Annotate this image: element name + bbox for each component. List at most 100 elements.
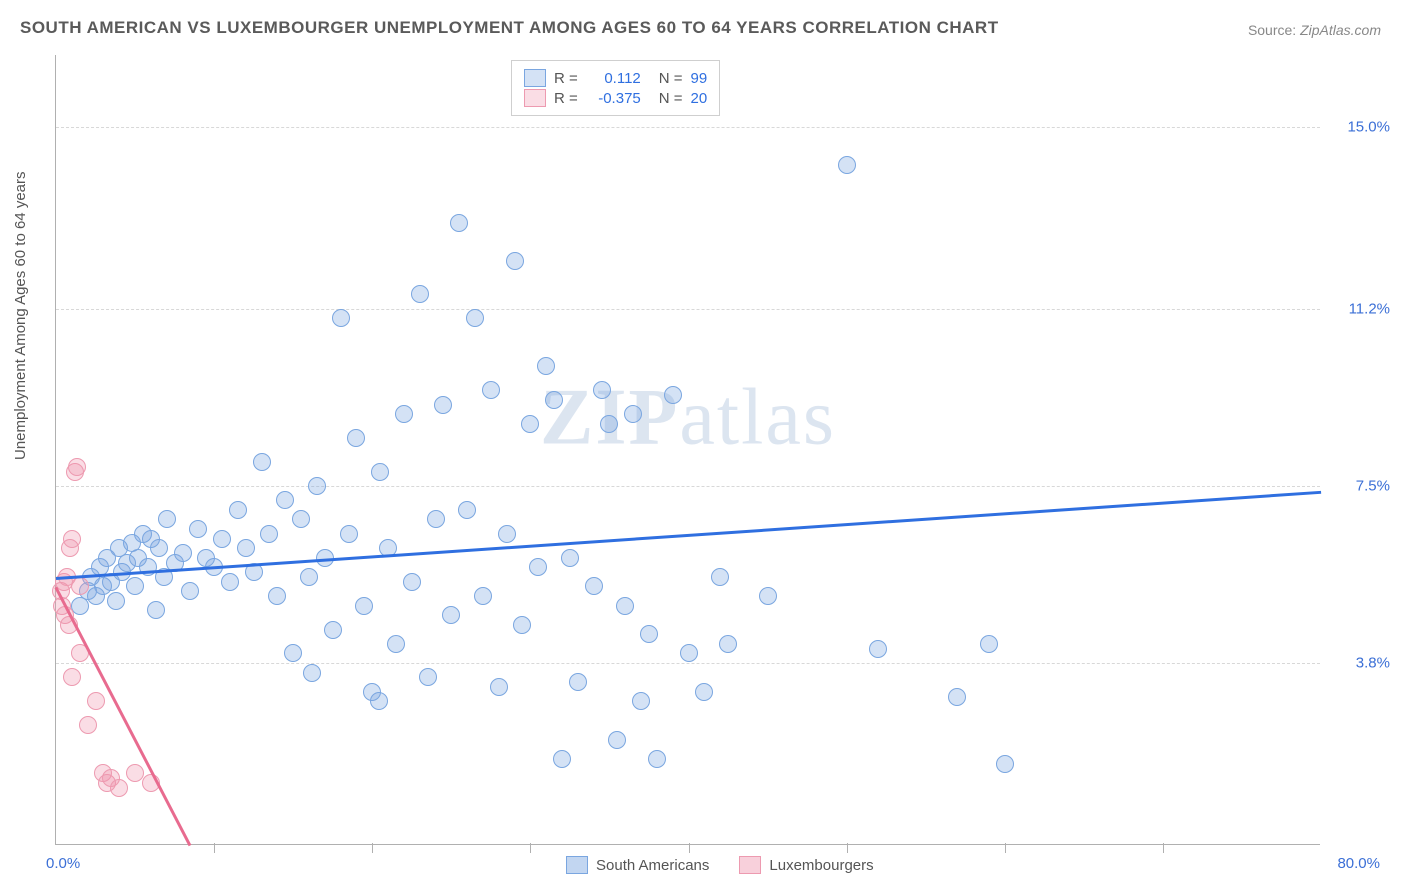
data-point (150, 539, 168, 557)
data-point (482, 381, 500, 399)
data-point (537, 357, 555, 375)
data-point (63, 668, 81, 686)
gridline-vertical (530, 843, 531, 853)
data-point (838, 156, 856, 174)
gridline-vertical (847, 843, 848, 853)
data-point (63, 530, 81, 548)
data-point (759, 587, 777, 605)
scatter-plot-area: ZIPatlas R =0.112N =99R =-0.375N =20 Sou… (55, 55, 1320, 845)
legend-swatch (739, 856, 761, 874)
x-min-label: 0.0% (46, 855, 80, 872)
n-label: N = (659, 70, 683, 87)
gridline-vertical (1163, 843, 1164, 853)
data-point (276, 491, 294, 509)
data-point (450, 214, 468, 232)
gridline-vertical (372, 843, 373, 853)
data-point (213, 530, 231, 548)
data-point (553, 750, 571, 768)
data-point (181, 582, 199, 600)
source-value: ZipAtlas.com (1300, 22, 1381, 38)
data-point (292, 510, 310, 528)
data-point (387, 635, 405, 653)
data-point (79, 716, 97, 734)
n-label: N = (659, 90, 683, 107)
y-tick-label: 15.0% (1330, 118, 1390, 135)
data-point (300, 568, 318, 586)
watermark: ZIPatlas (540, 372, 836, 463)
data-point (529, 558, 547, 576)
data-point (395, 405, 413, 423)
data-point (87, 692, 105, 710)
data-point (174, 544, 192, 562)
data-point (474, 587, 492, 605)
data-point (308, 477, 326, 495)
data-point (719, 635, 737, 653)
legend-swatch (524, 69, 546, 87)
data-point (221, 573, 239, 591)
trendline (55, 587, 192, 847)
n-value: 99 (691, 70, 708, 87)
correlation-legend-row: R =0.112N =99 (524, 69, 707, 87)
data-point (347, 429, 365, 447)
data-point (355, 597, 373, 615)
data-point (434, 396, 452, 414)
y-tick-label: 3.8% (1330, 655, 1390, 672)
watermark-atlas: atlas (679, 373, 836, 461)
data-point (506, 252, 524, 270)
r-value: -0.375 (586, 90, 641, 107)
gridline-horizontal (56, 486, 1320, 487)
trendline (56, 491, 1321, 580)
data-point (695, 683, 713, 701)
data-point (561, 549, 579, 567)
data-point (324, 621, 342, 639)
source-label: Source: (1248, 22, 1296, 38)
data-point (68, 458, 86, 476)
legend-swatch (566, 856, 588, 874)
gridline-vertical (1005, 843, 1006, 853)
series-legend-label: South Americans (596, 857, 709, 874)
series-legend-label: Luxembourgers (769, 857, 873, 874)
data-point (147, 601, 165, 619)
correlation-legend: R =0.112N =99R =-0.375N =20 (511, 60, 720, 116)
data-point (371, 463, 389, 481)
data-point (948, 688, 966, 706)
data-point (600, 415, 618, 433)
data-point (442, 606, 460, 624)
r-label: R = (554, 90, 578, 107)
data-point (158, 510, 176, 528)
data-point (229, 501, 247, 519)
data-point (332, 309, 350, 327)
data-point (545, 391, 563, 409)
data-point (632, 692, 650, 710)
data-point (680, 644, 698, 662)
data-point (869, 640, 887, 658)
series-legend: South Americans Luxembourgers (566, 856, 874, 874)
data-point (411, 285, 429, 303)
data-point (640, 625, 658, 643)
data-point (498, 525, 516, 543)
data-point (126, 577, 144, 595)
data-point (268, 587, 286, 605)
series-legend-item: Luxembourgers (739, 856, 873, 874)
data-point (490, 678, 508, 696)
y-axis-label: Unemployment Among Ages 60 to 64 years (12, 171, 29, 460)
series-legend-item: South Americans (566, 856, 709, 874)
legend-swatch (524, 89, 546, 107)
data-point (585, 577, 603, 595)
source-attribution: Source: ZipAtlas.com (1248, 22, 1381, 38)
data-point (616, 597, 634, 615)
correlation-legend-row: R = -0.375 N = 20 (524, 89, 707, 107)
data-point (71, 577, 89, 595)
gridline-horizontal (56, 127, 1320, 128)
data-point (427, 510, 445, 528)
data-point (260, 525, 278, 543)
gridline-vertical (689, 843, 690, 853)
data-point (403, 573, 421, 591)
data-point (593, 381, 611, 399)
data-point (340, 525, 358, 543)
data-point (980, 635, 998, 653)
data-point (521, 415, 539, 433)
data-point (624, 405, 642, 423)
n-value: 20 (691, 90, 708, 107)
data-point (237, 539, 255, 557)
